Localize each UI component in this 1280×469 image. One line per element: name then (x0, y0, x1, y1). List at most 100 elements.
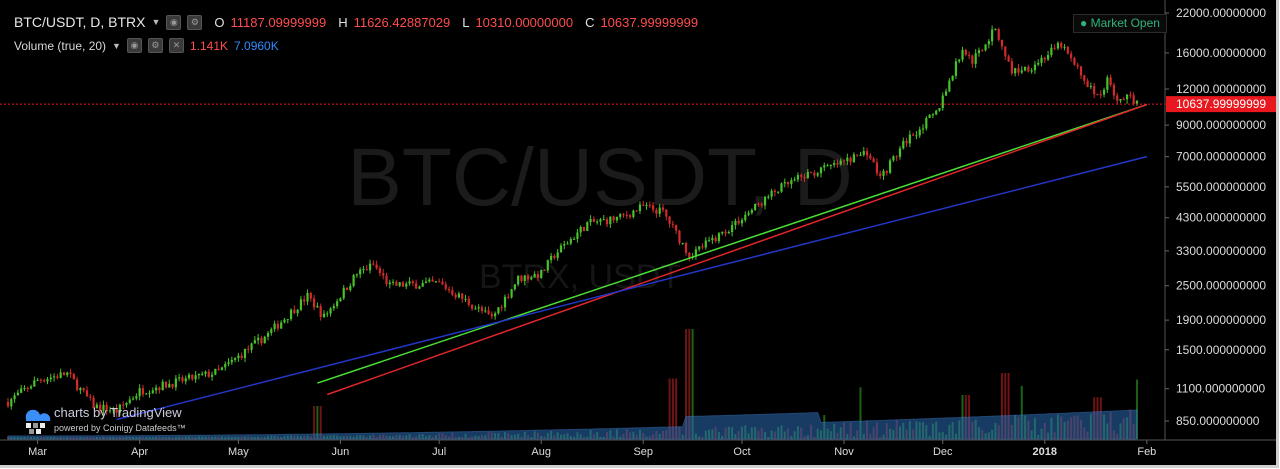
candle-body (661, 207, 665, 210)
candle-body (517, 275, 520, 285)
candle-body (398, 282, 401, 286)
candle-body (727, 232, 730, 234)
candle-body (579, 226, 582, 233)
candle-body (559, 245, 563, 253)
candle-body (829, 164, 832, 166)
candle-body (510, 289, 513, 298)
chevron-down-icon[interactable]: ▼ (112, 40, 121, 51)
y-tick-label: 1900.000000000 (1176, 313, 1266, 327)
gear-icon[interactable]: ⚙ (147, 38, 163, 53)
candle-body (1063, 46, 1066, 48)
candle-body (796, 175, 800, 180)
candle-body (1000, 39, 1004, 47)
candle-body (408, 281, 411, 284)
candle-body (382, 273, 385, 276)
candle-body (1135, 100, 1139, 104)
candle-body (964, 49, 967, 55)
candle-body (214, 368, 217, 375)
candle-body (523, 275, 526, 281)
candle-body (819, 167, 823, 174)
candle-body (1106, 77, 1109, 90)
candle-body (596, 221, 599, 223)
candle-body (865, 151, 869, 156)
candle-body (43, 380, 46, 382)
candle-body (164, 381, 168, 388)
candle-body (879, 173, 882, 176)
candle-body (750, 209, 753, 213)
candle-body (859, 154, 862, 156)
candle-body (76, 379, 79, 391)
candle-body (826, 165, 829, 167)
candle-body (128, 399, 131, 403)
candle-body (368, 263, 372, 271)
candle-body (793, 179, 796, 181)
candle-body (833, 163, 836, 165)
candle-body (1056, 42, 1060, 49)
candle-body (786, 182, 790, 185)
candle-body (309, 292, 312, 299)
candle-body (500, 307, 503, 309)
candle-body (681, 242, 684, 244)
close-icon[interactable]: ✕ (168, 38, 184, 53)
candle-body (464, 298, 467, 300)
candle-body (678, 230, 681, 244)
candle-body (701, 246, 704, 248)
market-status-badge[interactable]: ● Market Open (1073, 14, 1167, 33)
candle-body (1014, 68, 1017, 74)
volume-bar (1020, 385, 1023, 439)
high-value: 11626.42887029 (353, 14, 451, 30)
candle-body (997, 28, 1000, 40)
candle-body (668, 216, 671, 224)
candle-body (454, 294, 457, 298)
candle-body (918, 129, 921, 136)
eye-icon[interactable]: ◉ (166, 14, 182, 30)
candle-body (1027, 66, 1030, 72)
candle-body (375, 264, 378, 269)
candle-body (1046, 55, 1050, 60)
candle-body (856, 154, 859, 156)
candle-body (655, 209, 658, 214)
low-label: L (462, 14, 470, 30)
candle-body (102, 404, 105, 411)
candle-body (625, 215, 628, 217)
candle-body (220, 367, 224, 370)
candle-body (783, 182, 786, 184)
candle-body (1079, 66, 1083, 76)
candle-body (665, 209, 668, 217)
x-tick-label: Feb (1137, 446, 1156, 458)
eye-icon[interactable]: ◉ (126, 38, 142, 53)
candle-body (319, 306, 322, 317)
candle-body (289, 309, 293, 320)
candle-body (543, 269, 546, 271)
chevron-down-icon[interactable]: ▼ (151, 17, 161, 27)
candle-body (806, 171, 809, 179)
candle-body (253, 340, 256, 344)
candle-body (619, 214, 622, 217)
candle-body (191, 374, 194, 380)
volume-bar (675, 378, 678, 439)
candle-body (628, 215, 632, 217)
candle-body (395, 281, 398, 286)
candle-body (234, 358, 237, 360)
candle-body (889, 160, 892, 173)
candle-body (928, 114, 931, 119)
candle-body (490, 313, 493, 317)
candle-body (737, 220, 740, 224)
candle-body (1116, 95, 1119, 101)
candle-body (790, 180, 793, 185)
candle-body (461, 293, 464, 300)
candle-body (1083, 75, 1086, 81)
symbol-title[interactable]: BTC/USDT, D, BTRX (14, 14, 146, 30)
candle-body (931, 114, 934, 116)
gear-icon[interactable]: ⚙ (187, 14, 203, 30)
volume-ma-value: 7.0960K (234, 38, 279, 53)
candle-body (589, 219, 592, 223)
candle-body (849, 157, 852, 163)
candle-body (204, 371, 207, 374)
candle-body (935, 110, 938, 115)
candle-body (178, 377, 181, 379)
volume-bar (685, 329, 688, 439)
candle-body (974, 53, 977, 64)
volume-title[interactable]: Volume (true, 20) (14, 38, 107, 53)
